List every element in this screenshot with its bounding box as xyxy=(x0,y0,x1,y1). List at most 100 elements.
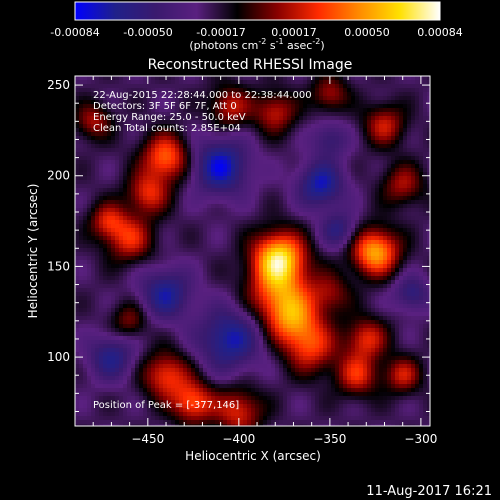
heatmap-cell xyxy=(235,84,239,88)
heatmap-cell xyxy=(95,396,99,400)
heatmap-cell xyxy=(155,308,159,312)
heatmap-cell xyxy=(239,388,243,392)
heatmap-cell xyxy=(203,92,207,96)
heatmap-cell xyxy=(271,352,275,356)
heatmap-cell xyxy=(115,264,119,268)
heatmap-cell xyxy=(107,84,111,88)
heatmap-cell xyxy=(115,208,119,212)
heatmap-cell xyxy=(159,412,163,416)
heatmap-cell xyxy=(247,164,251,168)
heatmap-cell xyxy=(75,260,79,264)
heatmap-cell xyxy=(239,400,243,404)
heatmap-cell xyxy=(247,348,251,352)
heatmap-cell xyxy=(251,332,255,336)
heatmap-cell xyxy=(283,96,287,100)
heatmap-cell xyxy=(87,160,91,164)
heatmap-cell xyxy=(123,416,127,420)
heatmap-cell xyxy=(195,112,199,116)
heatmap-cell xyxy=(163,416,167,420)
heatmap-cell xyxy=(87,340,91,344)
heatmap-cell xyxy=(287,388,291,392)
heatmap-cell xyxy=(103,256,107,260)
heatmap-cell xyxy=(255,180,259,184)
heatmap-cell xyxy=(159,200,163,204)
heatmap-cell xyxy=(155,332,159,336)
heatmap-cell xyxy=(131,368,135,372)
heatmap-cell xyxy=(283,180,287,184)
heatmap-cell xyxy=(183,300,187,304)
heatmap-cell xyxy=(267,180,271,184)
heatmap-cell xyxy=(91,324,95,328)
heatmap-cell xyxy=(79,324,83,328)
heatmap-cell xyxy=(191,136,195,140)
heatmap-cell xyxy=(183,112,187,116)
heatmap-cell xyxy=(123,248,127,252)
heatmap-cell xyxy=(147,304,151,308)
heatmap-cell xyxy=(231,160,235,164)
heatmap-cell xyxy=(279,184,283,188)
heatmap-cell xyxy=(115,96,119,100)
heatmap-cell xyxy=(91,412,95,416)
heatmap-cell xyxy=(231,312,235,316)
heatmap-cell xyxy=(223,128,227,132)
heatmap-cell xyxy=(271,408,275,412)
heatmap-cell xyxy=(203,160,207,164)
heatmap-cell xyxy=(243,328,247,332)
heatmap-cell xyxy=(127,208,131,212)
heatmap-cell xyxy=(107,216,111,220)
heatmap-cell xyxy=(199,196,203,200)
heatmap-cell xyxy=(295,200,299,204)
heatmap-cell xyxy=(151,212,155,216)
heatmap-cell xyxy=(195,388,199,392)
heatmap-cell xyxy=(211,348,215,352)
heatmap-cell xyxy=(147,192,151,196)
heatmap-cell xyxy=(107,184,111,188)
heatmap-cell xyxy=(267,84,271,88)
heatmap-cell xyxy=(259,160,263,164)
heatmap-cell xyxy=(215,312,219,316)
heatmap-cell xyxy=(115,288,119,292)
heatmap-cell xyxy=(87,120,91,124)
heatmap-cell xyxy=(99,412,103,416)
heatmap-cell xyxy=(235,148,239,152)
heatmap-cell xyxy=(151,332,155,336)
heatmap-cell xyxy=(87,400,91,404)
heatmap-cell xyxy=(119,120,123,124)
heatmap-cell xyxy=(87,356,91,360)
heatmap-cell xyxy=(271,112,275,116)
heatmap-cell xyxy=(275,128,279,132)
heatmap-cell xyxy=(191,368,195,372)
heatmap-cell xyxy=(279,188,283,192)
heatmap-cell xyxy=(127,396,131,400)
heatmap-cell xyxy=(111,180,115,184)
heatmap-cell xyxy=(103,324,107,328)
heatmap-cell xyxy=(107,224,111,228)
heatmap-cell xyxy=(263,248,267,252)
heatmap-cell xyxy=(295,248,299,252)
heatmap-cell xyxy=(275,268,279,272)
heatmap-cell xyxy=(275,272,279,276)
heatmap-cell xyxy=(143,120,147,124)
heatmap-cell xyxy=(131,388,135,392)
heatmap-cell xyxy=(91,408,95,412)
heatmap-cell xyxy=(123,88,127,92)
heatmap-cell xyxy=(75,128,79,132)
heatmap-cell xyxy=(247,292,251,296)
heatmap-cell xyxy=(167,132,171,136)
heatmap-cell xyxy=(183,172,187,176)
heatmap-cell xyxy=(219,168,223,172)
heatmap-cell xyxy=(99,216,103,220)
heatmap-cell xyxy=(167,268,171,272)
heatmap-cell xyxy=(271,232,275,236)
heatmap-cell xyxy=(259,284,263,288)
heatmap-cell xyxy=(239,104,243,108)
heatmap-cell xyxy=(87,404,91,408)
heatmap-cell xyxy=(103,156,107,160)
heatmap-cell xyxy=(227,396,231,400)
heatmap-cell xyxy=(203,396,207,400)
heatmap-cell xyxy=(243,144,247,148)
heatmap-cell xyxy=(103,396,107,400)
heatmap-cell xyxy=(187,92,191,96)
heatmap-cell xyxy=(143,208,147,212)
heatmap-cell xyxy=(123,148,127,152)
